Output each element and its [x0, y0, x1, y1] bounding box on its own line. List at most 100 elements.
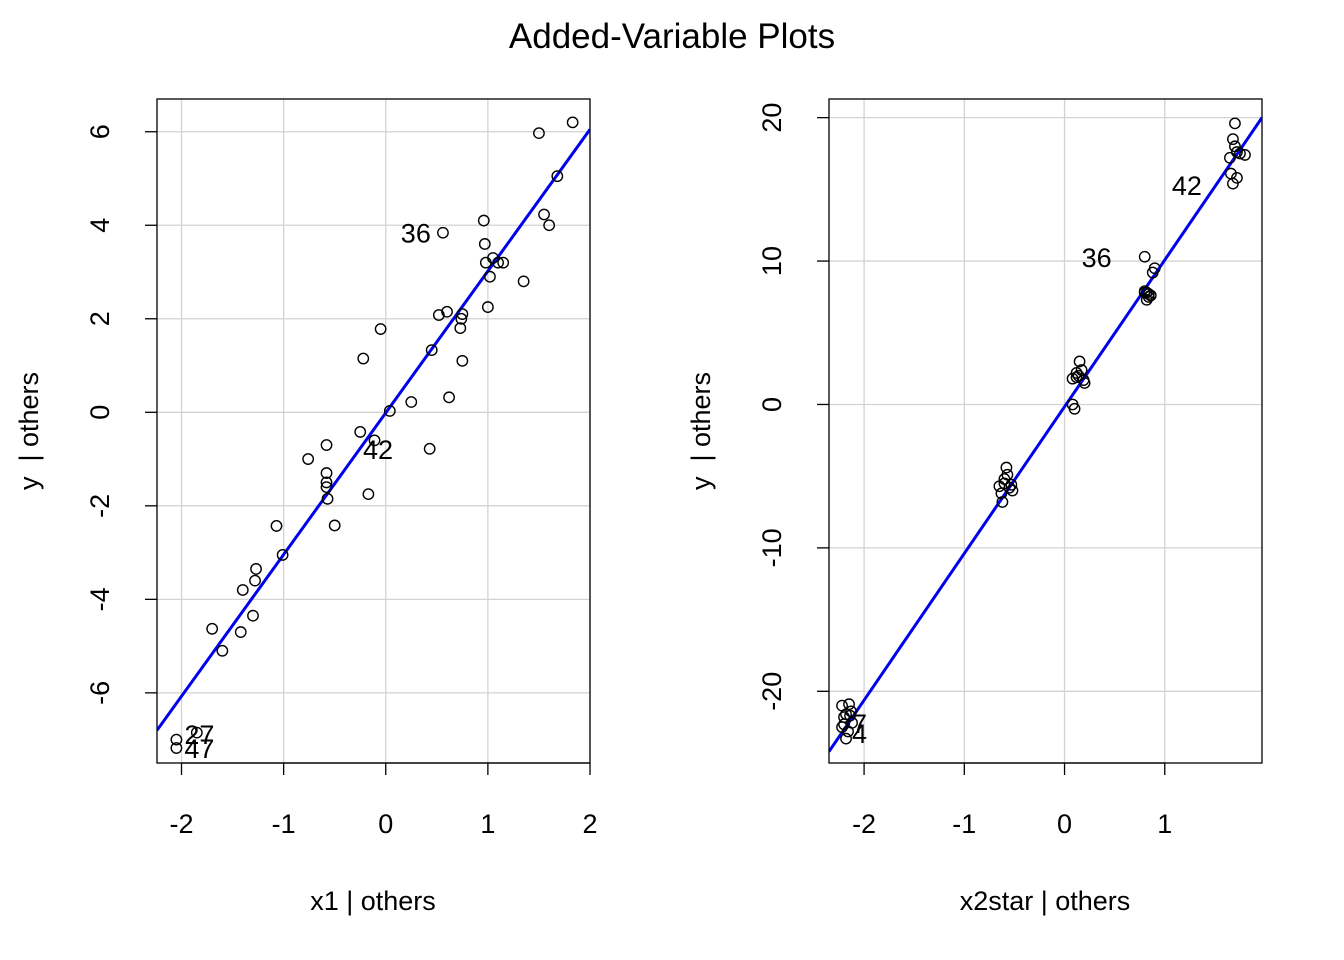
data-point — [190, 726, 203, 739]
panel-x1-y-axis: -6 -4 -2 0 2 4 6 — [85, 124, 157, 705]
x-tick-label: -2 — [170, 809, 194, 839]
data-point — [497, 256, 510, 269]
data-point — [846, 716, 858, 729]
data-point — [1066, 398, 1079, 411]
y-tick-label: -10 — [757, 528, 787, 567]
panel-x1-x-axis: -2 -1 0 1 2 — [170, 762, 598, 839]
panel-x1-fit-layer — [157, 128, 590, 732]
data-point — [1234, 147, 1246, 160]
data-point — [425, 344, 438, 357]
data-point — [383, 404, 396, 417]
data-point — [1225, 167, 1237, 180]
data-point — [538, 208, 550, 221]
data-point — [1138, 285, 1151, 298]
x-tick-label: 0 — [1057, 809, 1072, 839]
point-label: 4 — [852, 719, 867, 749]
data-point — [1006, 484, 1019, 497]
data-point — [1140, 293, 1153, 306]
data-point — [484, 270, 496, 283]
point-label: 42 — [363, 435, 393, 465]
data-point — [1138, 250, 1151, 263]
data-point — [320, 467, 333, 479]
point-label: 36 — [401, 219, 431, 249]
data-point — [1005, 478, 1018, 491]
x-tick-label: -2 — [852, 809, 876, 839]
x-tick-label: -1 — [952, 809, 976, 839]
data-point — [437, 226, 449, 239]
data-point — [1077, 374, 1090, 386]
data-point — [368, 434, 381, 447]
data-point — [995, 487, 1008, 500]
data-point — [328, 519, 341, 532]
panel-x2star-grid — [829, 99, 1262, 763]
data-point — [1148, 262, 1161, 275]
data-point — [270, 520, 283, 532]
point-label: 47 — [184, 734, 214, 764]
data-point — [481, 301, 494, 313]
data-point — [1001, 468, 1014, 481]
data-point — [456, 354, 469, 367]
data-point — [551, 170, 564, 183]
data-point — [249, 574, 261, 587]
y-tick-label: -2 — [85, 494, 115, 518]
data-point — [843, 698, 855, 711]
data-point — [354, 426, 367, 438]
panel-x1-points — [170, 116, 579, 754]
data-point — [1224, 151, 1236, 164]
y-tick-label: 10 — [757, 246, 787, 276]
data-point — [216, 644, 229, 657]
panel-x2star-fit-layer — [829, 116, 1262, 753]
data-point — [1144, 289, 1157, 302]
y-tick-label: 20 — [757, 103, 787, 133]
panel-x2star-point-labels: 36 42 74 — [852, 171, 1202, 749]
data-point — [1239, 149, 1251, 161]
y-tick-label: 0 — [85, 405, 115, 420]
data-point — [844, 709, 856, 722]
y-tick-label: -4 — [85, 587, 115, 611]
panel-x2star-points — [836, 117, 1251, 745]
data-point — [234, 626, 247, 638]
figure-title: Added-Variable Plots — [509, 17, 835, 56]
data-point — [320, 481, 333, 494]
x-tick-label: 0 — [378, 809, 393, 839]
data-point — [206, 622, 219, 635]
data-point — [236, 584, 249, 596]
data-point — [302, 453, 315, 465]
x-tick-label: 1 — [480, 809, 495, 839]
data-point — [321, 492, 334, 505]
data-point — [566, 116, 579, 129]
data-point — [362, 488, 375, 501]
data-point — [517, 275, 530, 288]
data-point — [492, 256, 504, 269]
panel-x1-x-axis-label: x1 | others — [310, 886, 436, 916]
data-point — [456, 308, 469, 320]
data-point — [320, 476, 333, 489]
data-point — [1227, 133, 1239, 146]
data-point — [170, 742, 183, 754]
panel-x2star-x-axis: -2 -1 0 1 — [852, 762, 1172, 839]
data-point — [250, 563, 262, 575]
data-point — [840, 732, 852, 745]
data-point — [170, 733, 183, 746]
data-point — [533, 127, 545, 140]
y-tick-label: 6 — [85, 124, 115, 139]
x-tick-label: 1 — [1157, 809, 1172, 839]
data-point — [838, 711, 850, 724]
panel-x2star-y-axis: -20 -10 0 10 20 — [757, 103, 829, 711]
data-point — [996, 496, 1009, 508]
data-point — [478, 238, 491, 250]
data-point — [1000, 461, 1013, 474]
data-point — [443, 391, 455, 404]
point-label: 36 — [1082, 243, 1112, 273]
data-point — [845, 705, 857, 718]
data-point — [477, 214, 490, 227]
panel-x2star-x-axis-label: x2star | others — [960, 886, 1131, 916]
data-point — [1073, 355, 1086, 368]
data-point — [247, 609, 259, 622]
point-label: 7 — [852, 709, 867, 739]
data-point — [405, 396, 418, 408]
data-point — [1229, 117, 1241, 130]
y-tick-label: 0 — [757, 397, 787, 412]
